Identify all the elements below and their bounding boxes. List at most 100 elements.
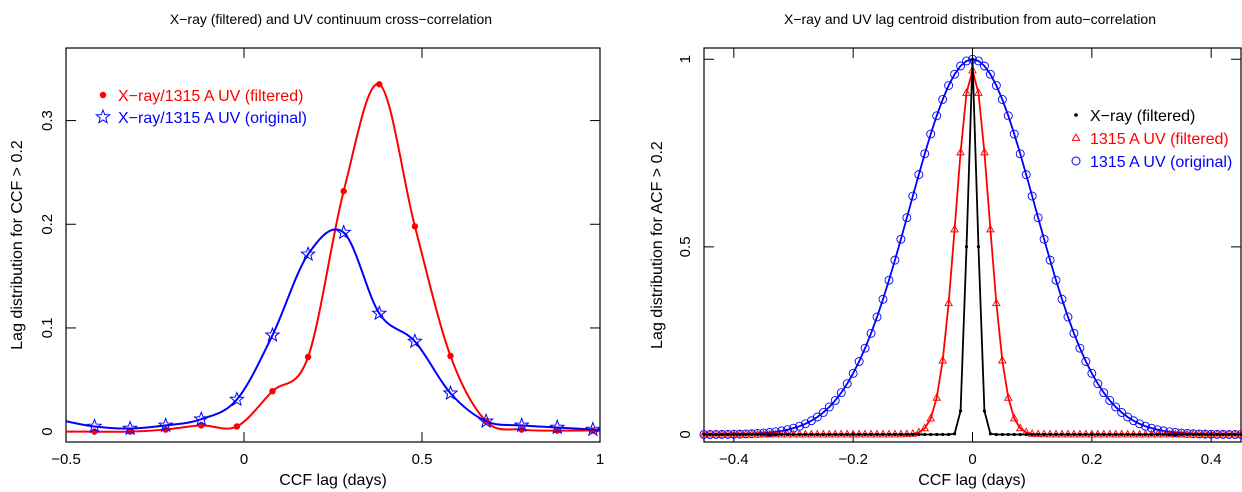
data-point <box>744 432 748 437</box>
x-tick-label: 0.4 <box>1201 451 1222 468</box>
data-point <box>335 224 352 240</box>
legend-item-uv-original: 1315 A UV (original) <box>1071 154 1232 171</box>
y-tick-label: 0.3 <box>39 110 56 131</box>
data-point <box>974 56 983 66</box>
data-series <box>65 81 601 437</box>
data-point <box>768 432 772 437</box>
data-point <box>953 432 957 436</box>
data-point <box>839 432 843 437</box>
data-point <box>881 432 885 437</box>
data-point <box>974 88 983 96</box>
data-point <box>1015 423 1025 432</box>
data-point <box>738 432 742 437</box>
data-point <box>896 234 906 244</box>
data-point <box>1018 432 1022 437</box>
data-point <box>1045 255 1055 265</box>
data-point <box>228 391 245 407</box>
y-axis-label: Lag distribution for CCF > 0.2 <box>9 140 26 350</box>
data-point <box>1215 432 1219 437</box>
data-point <box>233 423 241 430</box>
data-point <box>902 213 912 223</box>
data-point <box>914 170 924 180</box>
data-point <box>991 81 1001 90</box>
data-point <box>371 305 388 321</box>
x-axis-label: CCF lag (days) <box>918 472 1026 489</box>
legend-dot-marker <box>1074 113 1078 117</box>
data-point <box>1105 395 1115 405</box>
data-point <box>980 147 989 156</box>
data-point <box>997 355 1007 364</box>
y-axis-label: Lag distribution for ACF > 0.2 <box>649 141 666 349</box>
data-point <box>1120 432 1124 437</box>
data-point <box>1167 432 1171 437</box>
data-point <box>818 408 828 417</box>
data-point <box>803 432 808 437</box>
legend: X−ray/1315 A UV (filtered) X−ray/1315 A … <box>94 88 307 127</box>
legend: X−ray (filtered) 1315 A UV (filtered) 13… <box>1071 108 1232 171</box>
data-point <box>411 223 419 230</box>
data-point <box>269 387 276 395</box>
data-point <box>1012 432 1016 437</box>
data-point <box>923 432 927 437</box>
data-point <box>1117 408 1127 417</box>
data-point <box>1036 432 1040 437</box>
data-point <box>982 409 987 413</box>
data-point <box>447 352 454 360</box>
data-point <box>478 412 495 429</box>
data-point <box>791 432 796 437</box>
x-tick-label: 0.2 <box>1081 451 1102 468</box>
data-point <box>300 245 317 262</box>
data-point <box>962 88 971 96</box>
data-point <box>962 56 971 66</box>
y-tick-label: 1 <box>677 55 694 63</box>
data-point <box>513 416 530 433</box>
data-point <box>926 129 936 139</box>
data-point <box>905 432 909 437</box>
series-line <box>65 83 601 433</box>
data-point <box>1039 234 1049 244</box>
data-point <box>845 432 849 437</box>
data-point <box>304 353 312 361</box>
data-point <box>869 432 873 437</box>
data-point <box>1161 432 1166 437</box>
data-point <box>958 409 963 413</box>
data-point <box>1060 432 1064 437</box>
data-point <box>264 326 281 343</box>
data-point <box>821 432 825 437</box>
data-point <box>708 432 712 437</box>
data-point <box>908 191 918 201</box>
data-point <box>842 379 852 389</box>
data-point <box>1033 429 1043 438</box>
data-point <box>935 432 939 437</box>
data-point <box>714 432 718 437</box>
data-point <box>1000 432 1004 437</box>
data-point <box>950 69 960 79</box>
data-point <box>549 419 566 435</box>
data-point <box>1084 432 1088 437</box>
data-point <box>1197 432 1201 437</box>
ccf-panel: X−ray (filtered) and UV continuum cross−… <box>9 11 604 489</box>
data-point <box>979 61 989 71</box>
data-point <box>920 149 930 159</box>
data-point <box>1108 432 1112 437</box>
data-point <box>1099 388 1109 398</box>
data-point <box>1135 419 1145 429</box>
data-point <box>785 432 790 437</box>
y-tick-label: 0.5 <box>677 236 694 257</box>
data-point <box>1003 111 1013 121</box>
data-point <box>1155 432 1160 437</box>
data-point <box>1087 368 1097 378</box>
legend-label: 1315 A UV (filtered) <box>1090 131 1229 148</box>
data-point <box>1129 416 1139 426</box>
data-point <box>756 432 760 437</box>
legend-circle-marker <box>1071 156 1081 166</box>
data-point <box>1239 432 1242 437</box>
data-point <box>1024 432 1028 437</box>
data-point <box>863 432 867 437</box>
axis-ticks: −0.5 0 0.5 1 0 0.1 0.2 0.3 <box>39 48 604 468</box>
data-point <box>932 111 942 121</box>
data-point <box>956 61 966 71</box>
data-point <box>1069 328 1079 338</box>
data-point <box>1075 343 1085 353</box>
